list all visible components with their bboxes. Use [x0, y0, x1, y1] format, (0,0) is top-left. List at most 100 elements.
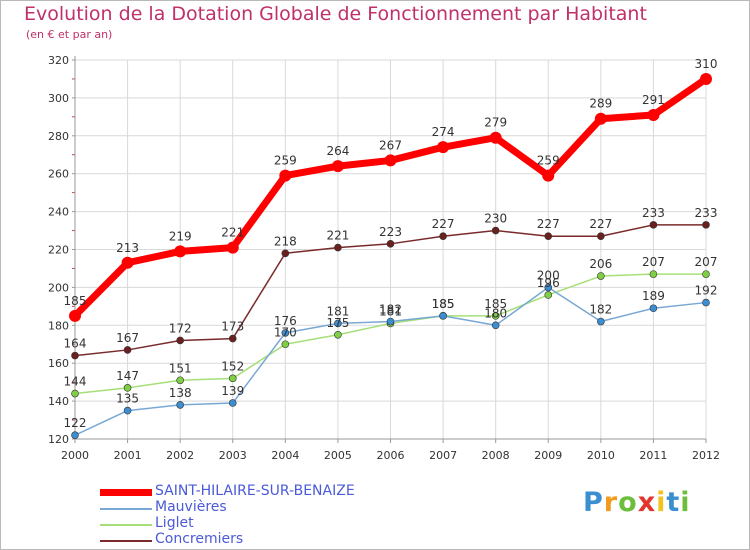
data-label-mauvieres: 181 [326, 304, 349, 318]
data-point-saint-hilaire [384, 154, 397, 167]
data-label-liglet: 170 [274, 325, 297, 339]
data-label-liglet: 147 [116, 369, 139, 383]
data-point-mauvieres [228, 399, 237, 407]
legend-swatch-concremiers [100, 540, 152, 542]
data-label-concremiers: 173 [221, 320, 244, 334]
data-label-saint-hilaire: 213 [116, 241, 139, 255]
data-point-concremiers [597, 232, 605, 241]
data-label-concremiers: 233 [695, 206, 718, 220]
y-tick-label: 260 [48, 168, 69, 181]
logo-letter: x [637, 487, 657, 518]
data-label-concremiers: 230 [484, 212, 507, 226]
x-tick-label: 2011 [639, 449, 667, 462]
data-label-liglet: 207 [642, 255, 665, 269]
data-label-concremiers: 172 [169, 321, 192, 335]
data-label-mauvieres: 189 [642, 289, 665, 303]
data-label-concremiers: 227 [432, 217, 455, 231]
data-point-concremiers [123, 346, 132, 354]
y-tick-label: 240 [48, 206, 69, 219]
data-point-concremiers [386, 240, 395, 248]
data-label-saint-hilaire: 185 [64, 294, 87, 308]
data-label-concremiers: 218 [274, 234, 297, 248]
data-point-concremiers [334, 243, 342, 252]
chart-subtitle: (en € et par an) [26, 28, 113, 41]
data-point-saint-hilaire [542, 169, 555, 182]
x-tick-label: 2008 [482, 449, 510, 462]
data-point-concremiers [228, 334, 237, 343]
y-tick-label: 160 [48, 357, 69, 370]
y-tick-label: 140 [48, 395, 69, 408]
data-point-liglet [649, 270, 658, 278]
data-point-mauvieres [71, 431, 79, 440]
x-tick-label: 2002 [166, 449, 194, 462]
data-point-saint-hilaire [69, 309, 81, 322]
data-label-saint-hilaire: 279 [484, 116, 507, 130]
chart-title: Evolution de la Dotation Globale de Fonc… [24, 3, 647, 25]
data-label-saint-hilaire: 264 [326, 144, 349, 158]
logo-letter: o [618, 487, 638, 518]
x-tick-label: 2012 [692, 449, 720, 462]
data-point-mauvieres [702, 298, 710, 307]
x-tick-label: 2003 [219, 449, 247, 462]
data-point-concremiers [702, 221, 710, 229]
data-point-liglet [597, 272, 605, 280]
data-point-mauvieres [281, 329, 290, 337]
data-label-saint-hilaire: 267 [379, 138, 402, 152]
data-label-liglet: 151 [169, 361, 192, 375]
legend-swatch-mauvieres [100, 508, 152, 510]
data-point-liglet [123, 384, 132, 392]
data-label-saint-hilaire: 219 [169, 229, 192, 243]
series-lines [69, 72, 712, 440]
data-point-liglet [228, 374, 237, 383]
data-label-saint-hilaire: 289 [589, 97, 612, 111]
data-point-liglet [491, 312, 500, 320]
data-label-mauvieres: 139 [221, 384, 244, 398]
data-label-liglet: 185 [484, 297, 507, 311]
data-label-saint-hilaire: 259 [537, 154, 560, 168]
legend-label-liglet: Liglet [155, 515, 194, 531]
y-tick-label: 200 [48, 281, 69, 294]
x-tick-label: 2010 [587, 449, 615, 462]
x-tick-label: 2005 [324, 449, 352, 462]
data-label-mauvieres: 176 [274, 314, 297, 328]
legend-label-mauvieres: Mauvières [155, 499, 227, 515]
logo-letter: P [583, 487, 604, 518]
data-label-mauvieres: 182 [589, 303, 612, 317]
x-tick-label: 2004 [271, 449, 299, 462]
data-label-mauvieres: 180 [484, 306, 507, 320]
data-label-liglet: 196 [537, 276, 560, 290]
y-tick-label: 320 [48, 54, 69, 67]
data-label-concremiers: 223 [379, 225, 402, 239]
data-labels: 185 213 219 221 259 264 267 274 279 259 289 291 310 1… [64, 57, 718, 430]
y-tick-label: 220 [48, 244, 69, 257]
data-point-saint-hilaire [647, 108, 660, 121]
data-point-mauvieres [123, 406, 132, 415]
data-point-liglet [334, 330, 342, 339]
legend-swatch-liglet [100, 524, 152, 526]
data-point-saint-hilaire [594, 112, 607, 125]
data-point-concremiers [71, 351, 79, 360]
data-label-liglet: 144 [64, 375, 87, 389]
data-point-concremiers [176, 336, 184, 345]
data-point-liglet [544, 291, 553, 299]
data-point-concremiers [544, 232, 553, 241]
data-label-mauvieres: 138 [169, 386, 192, 400]
data-point-mauvieres [649, 304, 658, 313]
data-point-liglet [702, 270, 710, 278]
x-tick-label: 2009 [534, 449, 562, 462]
legend-label-saint-hilaire: SAINT-HILAIRE-SUR-BENAIZE [155, 483, 355, 499]
y-tick-label: 280 [48, 130, 69, 143]
data-point-saint-hilaire [121, 256, 134, 269]
data-label-concremiers: 227 [537, 217, 560, 231]
data-label-mauvieres: 182 [379, 303, 402, 317]
legend-label-concremiers: Concremiers [155, 531, 244, 547]
legend-swatch-saint-hilaire [100, 489, 152, 496]
data-label-saint-hilaire: 291 [642, 93, 665, 107]
x-tick-label: 2006 [377, 449, 405, 462]
data-point-mauvieres [176, 401, 184, 409]
data-point-mauvieres [386, 317, 395, 326]
data-label-liglet: 206 [589, 257, 612, 271]
data-point-liglet [71, 389, 79, 398]
data-point-concremiers [439, 232, 447, 241]
